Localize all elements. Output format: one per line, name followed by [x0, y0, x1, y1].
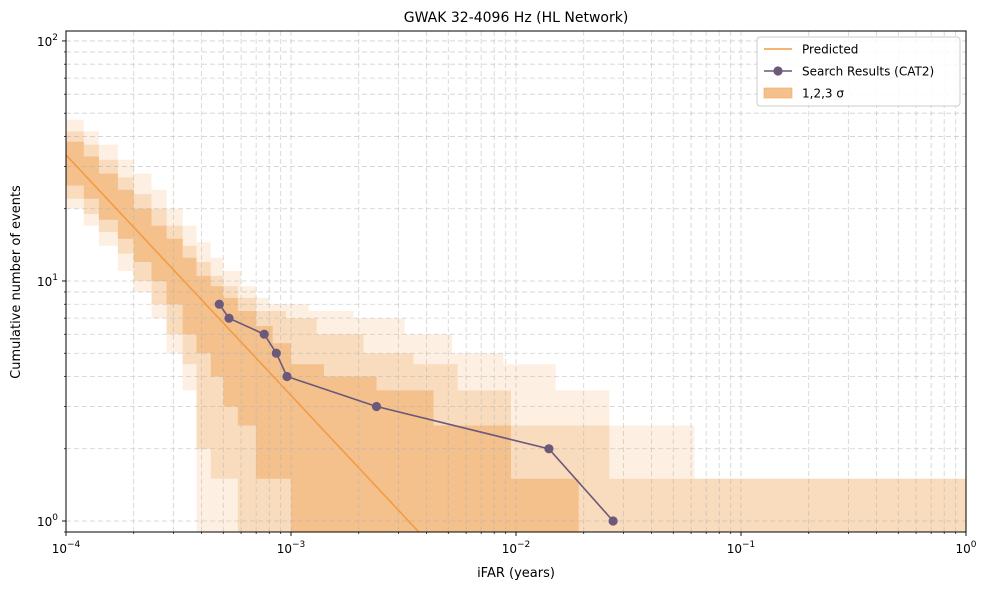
- x-tick-label-base: 10: [52, 542, 67, 556]
- x-tick-label: 10−4: [52, 540, 81, 556]
- legend-label: Search Results (CAT2): [802, 65, 934, 79]
- legend-box: [756, 36, 961, 107]
- search-results-series: [214, 299, 618, 526]
- search-result-point: [608, 516, 618, 526]
- y-tick-label-exponent: 0: [52, 513, 58, 523]
- y-axis-label: Cumulative number of events: [9, 185, 24, 379]
- y-tick-label-base: 10: [37, 35, 52, 49]
- search-result-point: [371, 401, 382, 412]
- x-axis-label: iFAR (years): [477, 566, 555, 581]
- search-result-point: [544, 444, 554, 454]
- y-tick-label-base: 10: [37, 515, 52, 529]
- chart-title: GWAK 32-4096 Hz (HL Network): [404, 10, 629, 26]
- x-tick-label-base: 10: [502, 542, 517, 556]
- x-tick-label-base: 10: [727, 542, 742, 556]
- y-tick-label-exponent: 1: [52, 273, 58, 283]
- search-result-point: [214, 299, 224, 309]
- x-tick-label-exponent: −4: [67, 540, 81, 550]
- search-result-point: [259, 329, 269, 339]
- x-tick-label: 10−2: [502, 540, 531, 556]
- y-tick-label: 100: [37, 513, 58, 529]
- search-result-point: [224, 313, 234, 323]
- legend-swatch-marker: [773, 66, 783, 76]
- y-tick-label: 102: [37, 33, 58, 49]
- x-tick-label: 10−3: [277, 540, 306, 556]
- search-result-point: [271, 348, 281, 358]
- x-tick-label-exponent: −1: [742, 540, 755, 550]
- grid: [66, 31, 966, 532]
- legend: Predicted Search Results (CAT2) 1,2,3 σ: [756, 36, 961, 107]
- x-tick-label-base: 10: [277, 542, 292, 556]
- legend-label: 1,2,3 σ: [802, 87, 844, 101]
- y-tick-label-base: 10: [37, 275, 52, 289]
- predicted-line: [66, 154, 420, 532]
- x-tick-label: 10−1: [727, 540, 756, 556]
- search-results-line: [218, 303, 614, 522]
- x-tick-label: 100: [955, 540, 976, 556]
- search-result-point: [282, 371, 292, 382]
- legend-label: Predicted: [802, 43, 858, 57]
- sigma-bands: [66, 119, 966, 532]
- x-tick-label-exponent: 0: [971, 540, 977, 550]
- x-tick-label-exponent: −3: [292, 540, 305, 550]
- legend-swatch-sigma: [763, 87, 793, 99]
- y-tick-label: 101: [37, 273, 58, 289]
- y-tick-label-exponent: 2: [52, 33, 58, 43]
- predicted-series: [66, 154, 420, 532]
- x-tick-label-exponent: −2: [517, 540, 530, 550]
- x-tick-label-base: 10: [955, 542, 970, 556]
